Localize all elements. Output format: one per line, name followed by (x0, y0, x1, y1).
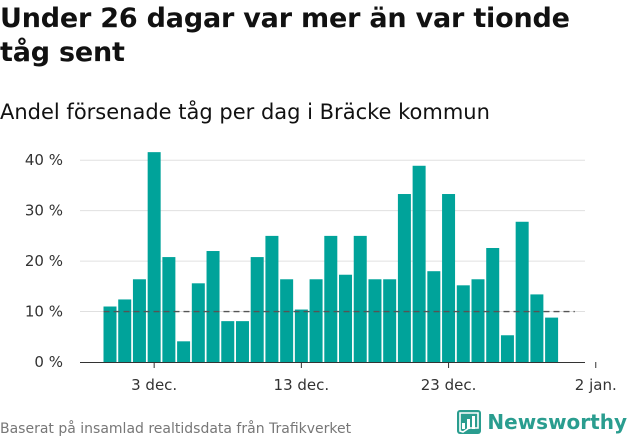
x-tick-label: 23 dec. (421, 376, 477, 394)
bar: 2023-12-06: 15.6 % (191, 283, 205, 362)
bar: 2023-12-21: 38.9 % (412, 165, 426, 362)
bar: 2023-12-18: 16.4 % (368, 279, 382, 362)
bar: 2023-12-13: 10.4 % (294, 309, 308, 362)
bar: 2023-12-24: 15.2 % (456, 285, 470, 362)
bar: 2023-12-09: 8.1 % (235, 321, 249, 362)
y-tick-label: 30 % (25, 202, 63, 220)
bar: 2023-12-15: 25 % (324, 235, 338, 362)
bar: 2023-12-10: 20.8 % (250, 257, 264, 362)
x-tick-label: 2 jan. (575, 376, 617, 394)
chart-title: Under 26 dagar var mer än var tionde tåg… (0, 3, 570, 68)
axis-layer: 0 % 10 % 20 % 30 % 40 % 3 dec. 13 dec. 23 dec. 2… (25, 151, 617, 394)
bar: 2023-12-07: 22 % (206, 251, 220, 362)
source-note: Baserat på insamlad realtidsdata från Tr… (0, 421, 352, 437)
bar: 2023-12-19: 16.4 % (383, 279, 397, 362)
bar: 2023-12-28: 27.8 % (515, 221, 529, 362)
x-tick-label: 3 dec. (131, 376, 177, 394)
bar: 2023-12-30: 8.8 % (545, 317, 559, 362)
bar: 2023-12-25: 16.4 % (471, 279, 485, 362)
x-tick-label: 13 dec. (274, 376, 330, 394)
bar: 2023-12-22: 18 % (427, 271, 441, 362)
y-tick-label: 0 % (34, 353, 63, 371)
bar: 2023-12-05: 4.1 % (177, 341, 191, 362)
bar: 2023-12-03: 41.6 % (147, 152, 161, 362)
bar: 2023-12-11: 25 % (265, 235, 279, 362)
brand-logo[interactable]: Newsworthy (457, 408, 627, 436)
bar: 2023-12-08: 8.1 % (221, 321, 235, 362)
bar: 2023-12-20: 33.3 % (397, 194, 411, 362)
bar: 2023-12-17: 25 % (353, 235, 367, 362)
y-tick-label: 10 % (25, 303, 63, 321)
bar: 2023-12-04: 20.8 % (162, 257, 176, 362)
bar: 2023-12-27: 5.3 % (500, 335, 514, 362)
y-tick-label: 40 % (25, 151, 63, 169)
bar: 2023-12-29: 13.4 % (530, 294, 544, 362)
bar-layer: 2023-11-30: 11 %2023-12-01: 12.4 %2023-1… (103, 152, 559, 362)
newsworthy-logo-icon (457, 410, 482, 434)
brand-name: Newsworthy (487, 410, 627, 434)
bar: 2023-12-26: 22.6 % (486, 247, 500, 362)
bar-chart: 2023-11-30: 11 %2023-12-01: 12.4 %2023-1… (25, 151, 617, 394)
bar: 2023-12-14: 16.4 % (309, 279, 323, 362)
bar: 2023-12-01: 12.4 % (118, 299, 132, 362)
bar: 2023-12-23: 33.3 % (442, 194, 456, 362)
y-tick-label: 20 % (25, 252, 63, 270)
bar: 2023-11-30: 11 % (103, 306, 117, 362)
bar: 2023-12-16: 17.3 % (339, 274, 353, 362)
bar: 2023-12-12: 16.4 % (280, 279, 294, 362)
bar: 2023-12-02: 16.4 % (132, 279, 146, 362)
chart-subtitle: Andel försenade tåg per dag i Bräcke kom… (0, 100, 490, 124)
